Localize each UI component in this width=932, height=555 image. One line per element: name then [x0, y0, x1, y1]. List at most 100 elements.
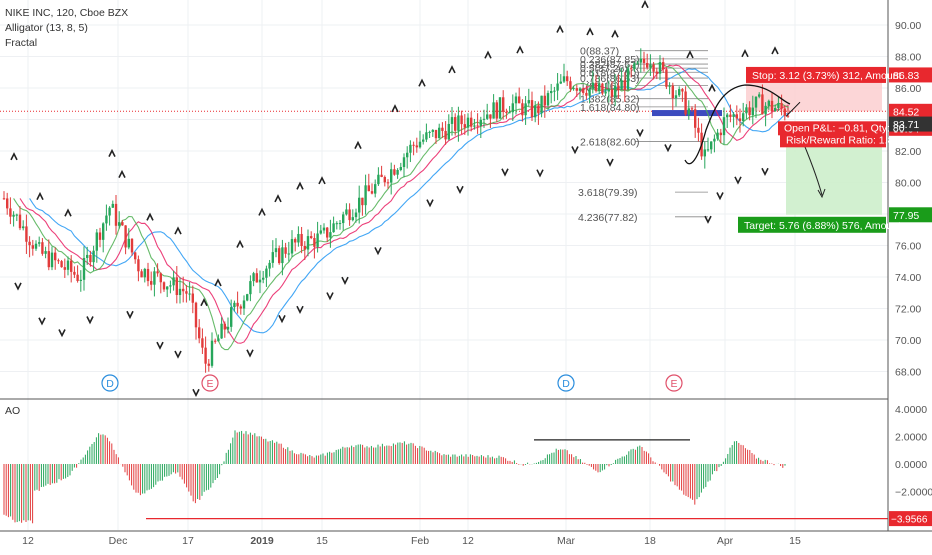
fractal-up — [771, 46, 779, 55]
candle-body — [399, 167, 402, 170]
price-flag — [889, 103, 932, 119]
candle-body — [319, 230, 322, 234]
candle-body — [649, 64, 652, 68]
candle-body — [265, 268, 268, 278]
candle-body — [182, 288, 185, 292]
price-tick-label: 80.00 — [895, 178, 921, 190]
fractal-down — [426, 199, 434, 208]
candle-body — [633, 63, 636, 70]
legend-symbol[interactable]: NIKE INC, 120, Cboe BZX — [5, 7, 129, 19]
candle-body — [396, 169, 399, 175]
candle-body — [351, 217, 354, 221]
time-tick-label: 12 — [22, 535, 34, 547]
candle-body — [422, 139, 425, 142]
fractal-up — [708, 83, 716, 92]
candle-body — [518, 96, 521, 104]
drawing-tools[interactable] — [146, 84, 888, 520]
candle-body — [220, 323, 223, 339]
candle-body — [710, 141, 713, 150]
candle-body — [102, 223, 105, 240]
event-circle — [101, 374, 119, 392]
candle-body — [444, 130, 447, 140]
fractal-down — [278, 315, 286, 324]
candle-body — [754, 96, 758, 108]
fractal-down — [501, 168, 509, 177]
candle-body — [460, 115, 463, 125]
candle-body — [150, 281, 153, 285]
candle-body — [562, 76, 566, 82]
candle-body — [329, 232, 332, 238]
candle-body — [662, 62, 665, 70]
candle-body — [57, 260, 60, 262]
candle-body — [406, 152, 409, 158]
fractal-up — [108, 148, 116, 157]
candle-body — [322, 227, 326, 231]
legend-fractal[interactable]: Fractal — [5, 37, 38, 49]
candle-body — [530, 100, 534, 118]
ao-legend[interactable]: AO — [5, 405, 21, 417]
candle-body — [326, 227, 329, 238]
entry-marker — [785, 101, 801, 117]
alligator-jaw — [29, 68, 789, 334]
candle-body — [697, 127, 700, 133]
time-tick-label: 2019 — [250, 535, 274, 547]
candle-body — [76, 274, 79, 281]
price-flag-label: 77.95 — [893, 210, 919, 222]
fractal-down — [296, 305, 304, 314]
price-flag-label: 86.83 — [893, 70, 919, 82]
event-marker[interactable]: D — [557, 374, 575, 392]
candle-body — [41, 242, 44, 254]
fractal-up — [516, 45, 524, 54]
candle-body — [473, 125, 476, 127]
candle-body — [169, 285, 172, 287]
fractal-up — [354, 140, 362, 149]
time-tick-label: Mar — [557, 535, 576, 547]
candle-body — [284, 247, 287, 254]
fractal-down — [374, 247, 382, 256]
candle-body — [774, 107, 777, 112]
candle-body — [390, 169, 393, 183]
candle-body — [252, 273, 255, 282]
fractal-up — [200, 297, 208, 307]
fractal-down — [704, 215, 712, 224]
candle-body — [607, 89, 610, 92]
candle-body — [18, 214, 22, 229]
fractal-down — [734, 176, 742, 185]
candle-body — [735, 114, 738, 119]
candle-body — [719, 132, 722, 136]
candle-body — [316, 233, 319, 247]
event-marker[interactable]: D — [101, 374, 119, 392]
candle-body — [674, 95, 678, 99]
fractal-up — [484, 50, 492, 59]
candle-body — [236, 302, 239, 307]
fractal-up — [10, 152, 18, 161]
candle-body — [233, 302, 236, 308]
event-marker[interactable]: E — [665, 374, 683, 392]
fractal-up — [214, 278, 222, 287]
candle-body — [92, 250, 95, 263]
candle-body — [50, 252, 54, 268]
candle-body — [450, 117, 454, 124]
legend-alligator[interactable]: Alligator (13, 8, 5) — [5, 22, 88, 34]
time-tick-label: 15 — [316, 535, 328, 547]
fractal-down — [636, 129, 644, 138]
candle-body — [44, 251, 47, 254]
candle-body — [431, 129, 434, 132]
candle-body — [716, 132, 719, 139]
candle-body — [441, 127, 444, 131]
candle-body — [393, 169, 396, 175]
price-tick-label: 76.00 — [895, 241, 921, 253]
candle-body — [626, 68, 630, 90]
candle-body — [617, 85, 620, 90]
candle-body — [342, 214, 345, 224]
fractal-up — [741, 49, 749, 58]
event-circle — [557, 374, 575, 392]
candle-body — [598, 83, 601, 91]
candle-body — [370, 191, 374, 194]
fractal-down — [326, 292, 334, 301]
event-marker[interactable]: E — [201, 374, 219, 392]
candle-body — [777, 103, 780, 108]
